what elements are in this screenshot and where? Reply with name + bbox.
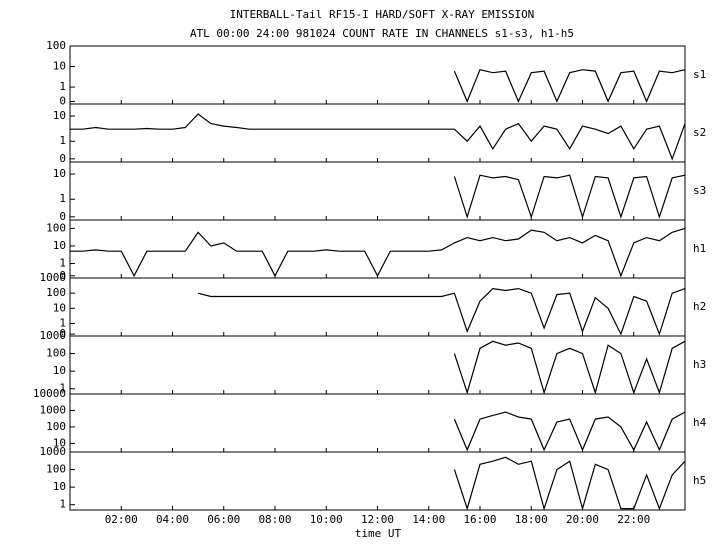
y-tick-label: 100 — [46, 463, 66, 476]
y-tick-label: 0 — [59, 327, 66, 340]
y-tick-label: 1 — [59, 192, 66, 205]
y-tick-label: 10 — [53, 60, 66, 73]
y-tick-label: 10 — [53, 364, 66, 377]
y-tick-label: 10 — [53, 480, 66, 493]
series-label: s3 — [693, 184, 706, 197]
series-line — [197, 287, 686, 336]
y-tick-label: 1000 — [40, 329, 67, 342]
x-tick-label: 04:00 — [156, 513, 189, 526]
series-label: s2 — [693, 126, 706, 139]
y-tick-label: 100 — [46, 286, 66, 299]
x-tick-label: 20:00 — [566, 513, 599, 526]
x-tick-label: 06:00 — [207, 513, 240, 526]
series-line — [453, 411, 686, 452]
series-line — [453, 340, 686, 395]
y-tick-label: 0 — [59, 152, 66, 165]
x-tick-label: 10:00 — [310, 513, 343, 526]
series-label: h2 — [693, 300, 706, 313]
chart-subtitle: ATL 00:00 24:00 981024 COUNT RATE IN CHA… — [190, 27, 574, 40]
y-tick-label: 1 — [59, 382, 66, 395]
y-tick-label: 10 — [53, 239, 66, 252]
x-tick-label: 18:00 — [515, 513, 548, 526]
y-tick-label: 1000 — [40, 271, 67, 284]
y-tick-label: 10000 — [33, 387, 66, 400]
panel-frame — [69, 451, 686, 511]
x-tick-label: 22:00 — [617, 513, 650, 526]
y-tick-label: 10 — [53, 301, 66, 314]
y-tick-label: 1 — [59, 80, 66, 93]
y-tick-label: 100 — [46, 420, 66, 433]
x-tick-label: 02:00 — [105, 513, 138, 526]
y-tick-label: 1 — [59, 257, 66, 270]
y-tick-label: 1000 — [40, 403, 67, 416]
x-tick-label: 16:00 — [463, 513, 496, 526]
y-tick-label: 10 — [53, 436, 66, 449]
series-label: h5 — [693, 474, 706, 487]
series-line — [453, 456, 686, 511]
series-line — [453, 68, 686, 103]
y-tick-label: 10 — [53, 167, 66, 180]
series-line — [453, 174, 686, 219]
y-tick-label: 0 — [59, 210, 66, 223]
y-tick-label: 10 — [53, 109, 66, 122]
y-tick-label: 100 — [46, 39, 66, 52]
series-line — [70, 113, 686, 161]
series-label: h3 — [693, 358, 706, 371]
x-axis-label: time UT — [355, 527, 402, 540]
y-tick-label: 1 — [59, 134, 66, 147]
y-tick-label: 100 — [46, 221, 66, 234]
y-tick-label: 0 — [59, 94, 66, 107]
y-tick-label: 1 — [59, 498, 66, 511]
series-label: h4 — [693, 416, 707, 429]
chart-title: INTERBALL-Tail RF15-I HARD/SOFT X-RAY EM… — [230, 8, 535, 21]
series-label: s1 — [693, 68, 706, 81]
x-tick-label: 12:00 — [361, 513, 394, 526]
y-tick-label: 0 — [59, 269, 66, 282]
y-tick-label: 1000 — [40, 445, 67, 458]
x-tick-label: 14:00 — [412, 513, 445, 526]
y-tick-label: 1 — [59, 317, 66, 330]
series-label: h1 — [693, 242, 706, 255]
x-tick-label: 08:00 — [258, 513, 291, 526]
y-tick-label: 100 — [46, 347, 66, 360]
series-line — [70, 227, 686, 278]
